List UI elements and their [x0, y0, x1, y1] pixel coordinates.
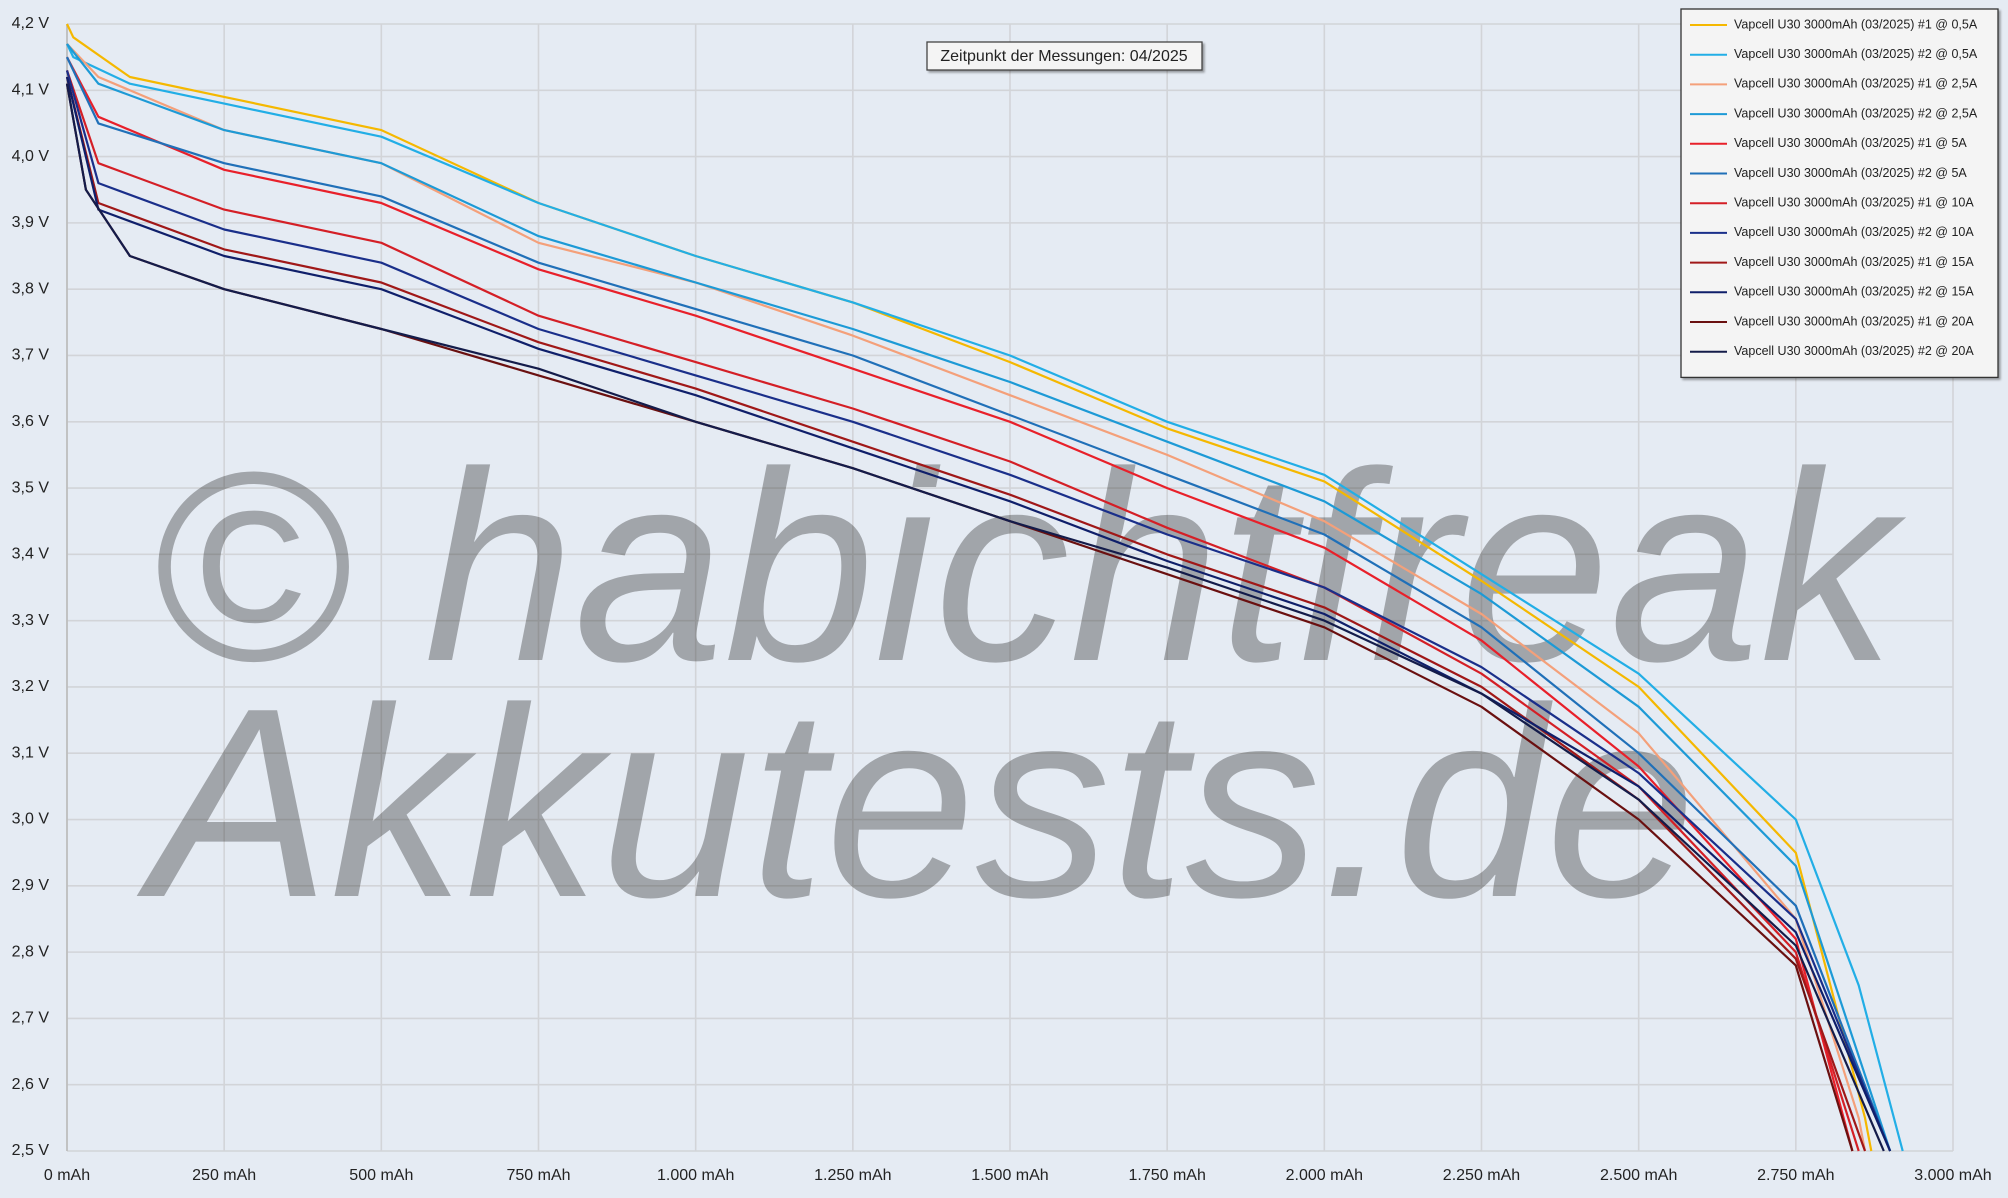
y-tick-label: 2,9 V: [12, 877, 50, 894]
annotation-box: [926, 41, 1203, 71]
x-tick-label: 1.250 mAh: [814, 1167, 891, 1184]
x-tick-label: 2.000 mAh: [1286, 1167, 1363, 1184]
legend-label: Vapcell U30 3000mAh (03/2025) #2 @ 10A: [1734, 225, 1974, 239]
y-tick-label: 2,8 V: [12, 943, 50, 960]
y-tick-label: 3,3 V: [12, 612, 50, 629]
y-tick-label: 4,1 V: [12, 82, 50, 99]
x-tick-label: 250 mAh: [192, 1167, 256, 1184]
x-tick-label: 3.000 mAh: [1914, 1167, 1991, 1184]
series-line: [66, 43, 1904, 1152]
y-tick-label: 3,5 V: [12, 479, 50, 496]
y-tick-label: 2,7 V: [12, 1010, 50, 1027]
x-tick-label: 2.250 mAh: [1443, 1167, 1520, 1184]
legend-label: Vapcell U30 3000mAh (03/2025) #1 @ 20A: [1734, 314, 1974, 328]
annotation: Zeitpunkt der Messungen: 04/2025: [940, 48, 1187, 65]
x-tick-label: 500 mAh: [349, 1167, 413, 1184]
y-tick-label: 3,8 V: [12, 280, 50, 297]
y-tick-label: 3,4 V: [12, 546, 50, 563]
legend-label: Vapcell U30 3000mAh (03/2025) #2 @ 15A: [1734, 285, 1974, 299]
x-tick-label: 2.750 mAh: [1757, 1167, 1834, 1184]
legend-box: [1680, 8, 1999, 379]
x-tick-label: 1.750 mAh: [1128, 1167, 1205, 1184]
y-tick-label: 3,6 V: [12, 413, 50, 430]
series-line: [65, 83, 1885, 1152]
y-tick-label: 3,1 V: [12, 744, 50, 761]
legend-label: Vapcell U30 3000mAh (03/2025) #1 @ 0,5A: [1734, 17, 1978, 31]
x-tick-label: 750 mAh: [506, 1167, 570, 1184]
y-tick-label: 3,0 V: [12, 811, 50, 828]
watermark: Akkutests.de: [133, 653, 1696, 954]
legend-label: Vapcell U30 3000mAh (03/2025) #1 @ 10A: [1734, 195, 1974, 209]
series-line: [66, 56, 1892, 1152]
y-tick-label: 4,0 V: [12, 148, 50, 165]
legend-label: Vapcell U30 3000mAh (03/2025) #1 @ 15A: [1734, 255, 1974, 269]
y-tick-label: 3,9 V: [12, 214, 50, 231]
legend-label: Vapcell U30 3000mAh (03/2025) #2 @ 2,5A: [1734, 106, 1978, 120]
legend-label: Vapcell U30 3000mAh (03/2025) #1 @ 5A: [1734, 136, 1967, 150]
series-line: [66, 23, 1873, 1152]
series-line: [66, 43, 1892, 1152]
x-tick-label: 1.500 mAh: [971, 1167, 1048, 1184]
y-tick-label: 3,7 V: [12, 347, 50, 364]
legend-label: Vapcell U30 3000mAh (03/2025) #2 @ 5A: [1734, 166, 1967, 180]
legend: Vapcell U30 3000mAh (03/2025) #1 @ 0,5A V…: [1680, 8, 1999, 379]
x-tick-label: 2.500 mAh: [1600, 1167, 1677, 1184]
watermark: © habichtfreak: [150, 417, 1908, 718]
series-line: [65, 70, 1860, 1152]
lines: [65, 23, 1904, 1152]
y-tick-label: 2,5 V: [12, 1142, 50, 1159]
legend-label: Vapcell U30 3000mAh (03/2025) #2 @ 20A: [1734, 344, 1974, 358]
series-line: [65, 70, 1892, 1152]
legend-label: Vapcell U30 3000mAh (03/2025) #1 @ 2,5A: [1734, 77, 1978, 91]
series-line: [65, 76, 1892, 1152]
grid: [66, 23, 1954, 1152]
y-tick-label: 3,2 V: [12, 678, 50, 695]
x-tick-label: 1.000 mAh: [657, 1167, 734, 1184]
legend-label: Vapcell U30 3000mAh (03/2025) #2 @ 0,5A: [1734, 47, 1978, 61]
x-tick-label: 0 mAh: [44, 1167, 90, 1184]
series-line: [66, 56, 1854, 1152]
y-tick-label: 2,6 V: [12, 1076, 50, 1093]
y-tick-label: 4,2 V: [12, 15, 50, 32]
